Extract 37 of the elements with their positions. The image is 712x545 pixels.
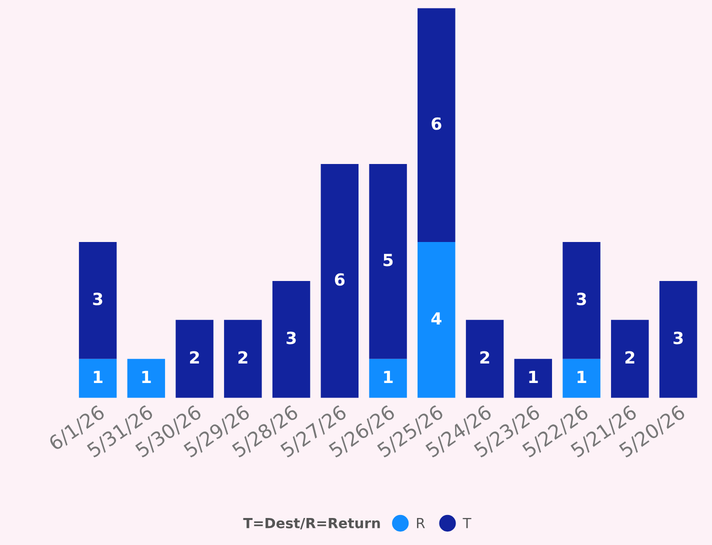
data-label: 2 bbox=[190, 351, 199, 364]
data-label: 2 bbox=[625, 351, 634, 364]
data-label: 1 bbox=[529, 370, 538, 383]
bar bbox=[78, 358, 117, 398]
data-label: 3 bbox=[674, 332, 683, 344]
legend-label: T bbox=[462, 518, 472, 528]
data-label: 1 bbox=[578, 370, 586, 383]
bar bbox=[369, 164, 407, 359]
bar bbox=[369, 358, 407, 398]
data-label: 1 bbox=[142, 370, 151, 383]
bar bbox=[611, 320, 649, 398]
data-label: 1 bbox=[94, 370, 102, 383]
data-label: 3 bbox=[93, 292, 102, 306]
data-label: 6 bbox=[432, 117, 442, 130]
bar bbox=[562, 242, 600, 359]
bar bbox=[418, 242, 456, 398]
data-label: 2 bbox=[480, 351, 490, 364]
bar bbox=[272, 280, 310, 398]
data-label: 3 bbox=[576, 292, 586, 306]
bar bbox=[418, 8, 456, 242]
bar bbox=[224, 320, 262, 398]
data-label: 1 bbox=[384, 370, 393, 383]
bar bbox=[659, 280, 698, 398]
bar bbox=[562, 358, 600, 398]
bar bbox=[78, 242, 117, 359]
bar bbox=[320, 164, 359, 398]
data-label: 4 bbox=[431, 312, 442, 325]
data-label: 3 bbox=[286, 332, 296, 344]
bar bbox=[127, 358, 166, 398]
data-label: 5 bbox=[384, 254, 393, 266]
data-label: 6 bbox=[334, 273, 345, 286]
bar bbox=[514, 358, 552, 398]
bar bbox=[176, 320, 214, 398]
legend-title: T=Dest/R=Return bbox=[243, 518, 380, 530]
data-label: 2 bbox=[238, 351, 248, 364]
legend-label: R bbox=[417, 518, 425, 528]
bar bbox=[466, 320, 504, 398]
